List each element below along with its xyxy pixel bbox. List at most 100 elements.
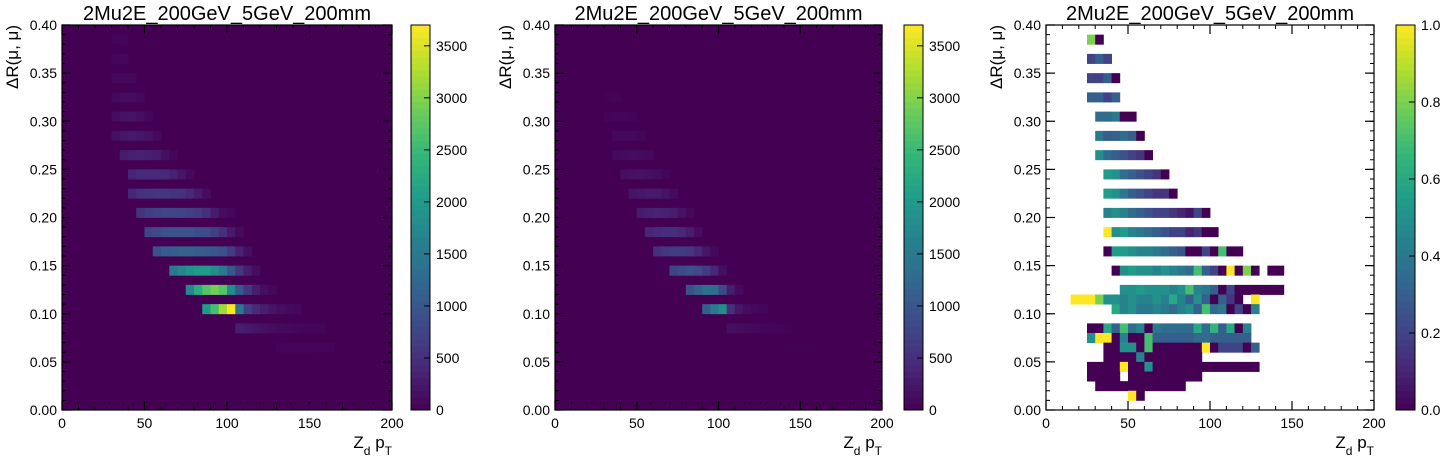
colorbar-segment bbox=[411, 403, 430, 411]
heatmap-cell bbox=[1226, 361, 1235, 372]
heatmap-cell bbox=[1160, 246, 1170, 257]
colorbar-segment bbox=[904, 37, 923, 45]
y-tick-label: 0.30 bbox=[1014, 113, 1041, 129]
heatmap-cell bbox=[1152, 284, 1162, 295]
heatmap-cell bbox=[1119, 150, 1129, 161]
x-tick-label: 50 bbox=[137, 415, 153, 431]
x-tick-label: 200 bbox=[380, 415, 404, 431]
colorbar-segment bbox=[1396, 172, 1415, 180]
heatmap-cell bbox=[1136, 294, 1145, 305]
x-label-sub1: d bbox=[1346, 444, 1353, 458]
heatmap-cell bbox=[612, 92, 621, 103]
colorbar-tick-label: 0.6 bbox=[1421, 171, 1441, 187]
heatmap-cell bbox=[128, 73, 137, 84]
heatmap-cell bbox=[1160, 381, 1170, 392]
colorbar-segment bbox=[411, 217, 430, 225]
heatmap-cell bbox=[210, 265, 220, 276]
heatmap-cell bbox=[1136, 150, 1145, 161]
colorbar-segment bbox=[1396, 397, 1415, 405]
colorbar-segment bbox=[1396, 352, 1415, 360]
heatmap-cell bbox=[620, 169, 629, 180]
x-tick-label: 150 bbox=[298, 415, 322, 431]
colorbar-segment bbox=[904, 50, 923, 58]
heatmap-cell bbox=[669, 265, 679, 276]
heatmap-cell bbox=[1078, 294, 1088, 305]
colorbar-segment bbox=[1396, 268, 1415, 276]
colorbar: 0 500 1000 1500 2000 2500 3000 3500 bbox=[903, 24, 960, 418]
heatmap-cell bbox=[1193, 352, 1203, 363]
heatmap-cell bbox=[1242, 284, 1252, 295]
heatmap-cell bbox=[1275, 265, 1285, 276]
colorbar-segment bbox=[1396, 76, 1415, 84]
heatmap-cell bbox=[152, 150, 162, 161]
heatmap-cell bbox=[235, 246, 244, 257]
heatmap-cell bbox=[1226, 284, 1235, 295]
heatmap-cell bbox=[177, 188, 187, 199]
heatmap-cell bbox=[1111, 130, 1121, 141]
heatmap-cell bbox=[1095, 73, 1104, 84]
heatmap-cell bbox=[194, 265, 203, 276]
heatmap-cell bbox=[1152, 371, 1162, 382]
heatmap-cell bbox=[693, 284, 703, 295]
heatmap-cell bbox=[210, 246, 220, 257]
colorbar-tick-label: 3500 bbox=[929, 38, 960, 54]
heatmap-cell bbox=[1193, 265, 1203, 276]
heatmap-cell bbox=[268, 284, 277, 295]
x-label-sub2: T bbox=[385, 444, 393, 458]
heatmap-cell bbox=[111, 130, 121, 141]
heatmap-cell bbox=[218, 227, 228, 238]
colorbar-segment bbox=[411, 243, 430, 251]
heatmap-cell bbox=[710, 284, 719, 295]
colorbar-segment bbox=[904, 307, 923, 315]
colorbar-segment bbox=[411, 268, 430, 276]
colorbar-segment bbox=[411, 204, 430, 212]
x-label-main: Z bbox=[353, 433, 363, 452]
colorbar-tick-label: 3500 bbox=[436, 38, 467, 54]
heatmap-cell bbox=[1169, 294, 1178, 305]
heatmap-cell bbox=[1218, 265, 1227, 276]
heatmap-cell bbox=[783, 323, 793, 334]
heatmap-cell bbox=[161, 169, 170, 180]
colorbar-segment bbox=[411, 185, 430, 193]
heatmap-cell bbox=[628, 130, 638, 141]
colorbar-segment bbox=[411, 82, 430, 90]
colorbar-segment bbox=[1396, 211, 1415, 218]
heatmap-cell bbox=[1210, 246, 1219, 257]
heatmap-cell bbox=[1128, 390, 1137, 401]
heatmap-cell bbox=[1119, 361, 1129, 372]
x-tick-label: 50 bbox=[1120, 415, 1136, 431]
heatmap-cell bbox=[1210, 284, 1219, 295]
x-tick-label: 0 bbox=[58, 415, 66, 431]
heatmap-cell bbox=[152, 246, 162, 257]
heatmap-cell bbox=[1177, 342, 1186, 353]
colorbar-segment bbox=[904, 313, 923, 321]
heatmap-cell bbox=[194, 284, 203, 295]
heatmap-cell bbox=[1111, 188, 1121, 199]
heatmap-cell bbox=[276, 304, 286, 315]
heatmap-cell bbox=[1095, 53, 1104, 64]
heatmap-cell bbox=[152, 169, 162, 180]
heatmap-cell bbox=[677, 246, 687, 257]
colorbar-segment bbox=[1396, 82, 1415, 90]
y-axis-label: ΔR(μ, μ) bbox=[987, 25, 1006, 89]
heatmap-cell bbox=[685, 227, 695, 238]
colorbar-segment bbox=[904, 300, 923, 308]
colorbar-tick-label: 0.0 bbox=[1421, 402, 1441, 418]
colorbar-segment bbox=[411, 179, 430, 186]
heatmap-cell bbox=[1111, 111, 1121, 122]
heatmap-cell bbox=[1152, 352, 1162, 363]
colorbar-segment bbox=[1396, 256, 1415, 263]
colorbar-tick-label: 1000 bbox=[929, 298, 960, 314]
colorbar-segment bbox=[904, 345, 923, 353]
heatmap-cell bbox=[1095, 381, 1104, 392]
colorbar-segment bbox=[904, 339, 923, 347]
heatmap-cell bbox=[669, 227, 679, 238]
heatmap-cell bbox=[1160, 207, 1170, 218]
heatmap-cell bbox=[1144, 304, 1153, 315]
heatmap-cell bbox=[1160, 371, 1170, 382]
colorbar-segment bbox=[904, 159, 923, 167]
heatmap-cell bbox=[759, 304, 768, 315]
heatmap-cell bbox=[1177, 304, 1186, 315]
colorbar-segment bbox=[904, 121, 923, 129]
